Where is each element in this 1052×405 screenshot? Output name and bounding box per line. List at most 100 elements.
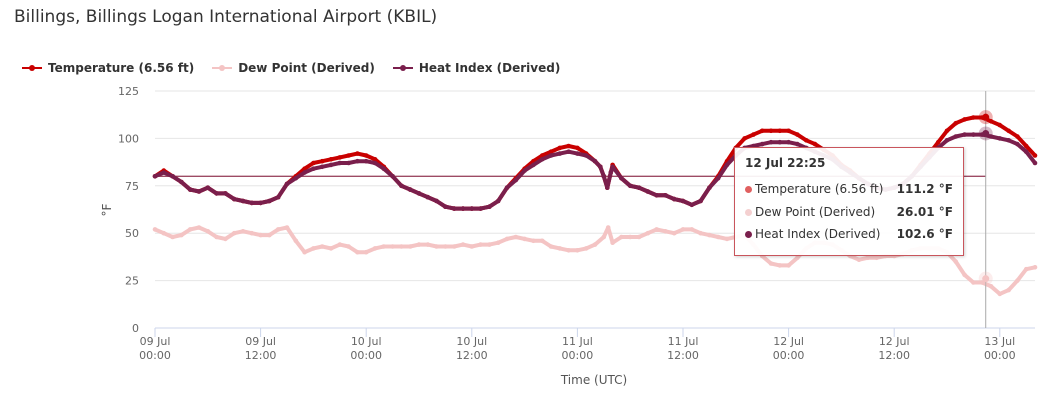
dew-point-point — [601, 234, 607, 240]
temperature-point — [1006, 128, 1011, 134]
heat-index-point — [698, 198, 703, 204]
dew-point-point — [680, 227, 686, 232]
y-tick-label: 75 — [125, 180, 139, 193]
heat-index-point — [997, 136, 1003, 141]
dew-point-point — [777, 263, 783, 268]
tooltip-value: 26.01 °F — [896, 205, 953, 219]
legend-item-temperature[interactable]: Temperature (6.56 ft) — [22, 59, 194, 77]
heat-index-point — [275, 194, 281, 200]
x-tick-label: 10 Jul — [456, 335, 487, 348]
heat-index-point — [223, 191, 228, 196]
heat-index-point — [592, 158, 598, 164]
dew-point-point — [434, 244, 439, 249]
heat-index-point — [460, 206, 466, 211]
temperature-point — [944, 128, 950, 134]
heat-index-point — [707, 185, 712, 190]
dew-point-point — [953, 259, 959, 264]
temperature-point — [759, 128, 765, 134]
dew-point-point — [583, 246, 589, 251]
heat-index-point — [768, 139, 774, 145]
heat-index-point — [258, 200, 263, 206]
dew-point-point — [267, 232, 272, 238]
heat-index-legend-dot — [399, 65, 406, 71]
dew-point-point — [478, 242, 483, 247]
heat-index-point — [399, 183, 404, 189]
heat-index-point — [504, 185, 510, 190]
heat-index-point — [170, 174, 175, 179]
dew-point-point — [1023, 266, 1029, 272]
dew-point-point — [416, 242, 422, 247]
heat-index-point — [372, 160, 378, 166]
dew-point-point — [645, 230, 651, 236]
x-tick-label: 00:00 — [350, 349, 382, 362]
heat-index-point — [795, 141, 800, 147]
dew-point-point — [610, 240, 615, 245]
dew-point-point — [363, 249, 369, 255]
heat-index-point — [598, 164, 603, 170]
x-tick-label: 11 Jul — [562, 335, 593, 348]
legend-item-dew-point[interactable]: Dew Point (Derived) — [212, 59, 375, 77]
dew-point-point — [997, 291, 1003, 297]
dew-point-point — [196, 225, 202, 230]
dew-point-point — [504, 236, 510, 242]
temperature-point — [777, 128, 783, 134]
dew-point-point — [372, 246, 378, 251]
legend-label-dew-point: Dew Point (Derived) — [238, 61, 375, 75]
dew-point-point — [795, 255, 800, 261]
y-tick-label: 100 — [118, 132, 139, 145]
heat-index-point — [583, 153, 589, 158]
heat-index-point — [469, 206, 475, 211]
temperature-point — [962, 117, 967, 122]
tooltip-row-dew-point: Dew Point (Derived) 26.01 °F — [745, 204, 953, 220]
dew-point-point — [319, 244, 325, 249]
temperature-point — [953, 120, 959, 126]
heat-index-point — [522, 168, 527, 173]
x-tick-label: 00:00 — [562, 349, 594, 362]
heat-index-point — [663, 193, 668, 198]
heat-index-point — [531, 162, 536, 168]
heat-index-point — [205, 185, 211, 190]
y-tick-label: 0 — [132, 322, 139, 335]
heat-index-point — [478, 206, 483, 211]
x-tick-label: 09 Jul — [245, 335, 276, 348]
dew-point-point — [689, 227, 695, 232]
heat-index-point — [214, 191, 219, 196]
heat-index-point — [619, 175, 624, 181]
temperature-point — [557, 145, 563, 151]
dew-point-point — [548, 244, 554, 249]
x-tick-label: 13 Jul — [984, 335, 1015, 348]
dew-point-point — [258, 232, 263, 238]
heat-index-point — [284, 181, 290, 187]
heat-index-point — [346, 160, 351, 166]
dew-point-point — [636, 234, 642, 240]
tooltip-value: 111.2 °F — [896, 182, 953, 196]
heat-index-point — [152, 174, 158, 179]
tooltip-label: Temperature (6.56 ft) — [755, 182, 884, 196]
x-tick-label: 00:00 — [139, 349, 171, 362]
temperature-point — [346, 153, 351, 158]
dew-point-point — [513, 234, 519, 240]
heat-index-point — [1023, 149, 1029, 154]
legend-item-heat-index[interactable]: Heat Index (Derived) — [392, 59, 561, 77]
dew-point-point — [1032, 265, 1038, 270]
temperature-point — [971, 115, 976, 120]
dew-point-point — [293, 238, 299, 244]
heat-index-point — [610, 164, 615, 170]
temperature-point — [363, 153, 369, 158]
heat-index-point — [328, 162, 334, 168]
chart-title: Billings, Billings Logan International A… — [14, 7, 438, 27]
dew-point-point — [1006, 287, 1011, 293]
dew-point-point — [425, 242, 431, 247]
dew-point-point — [284, 225, 290, 230]
legend-label-heat-index: Heat Index (Derived) — [418, 61, 561, 75]
dew-point-point — [724, 236, 730, 242]
heat-index-point — [196, 189, 202, 194]
heat-index-marker-icon — [745, 230, 752, 238]
temperature-point — [795, 132, 800, 137]
x-tick-label: 12 Jul — [879, 335, 910, 348]
heat-index-point — [1032, 160, 1038, 166]
heat-index-point — [645, 189, 651, 194]
dew-point-point — [557, 246, 563, 251]
dew-point-point — [671, 230, 677, 236]
temperature-point — [803, 138, 809, 143]
